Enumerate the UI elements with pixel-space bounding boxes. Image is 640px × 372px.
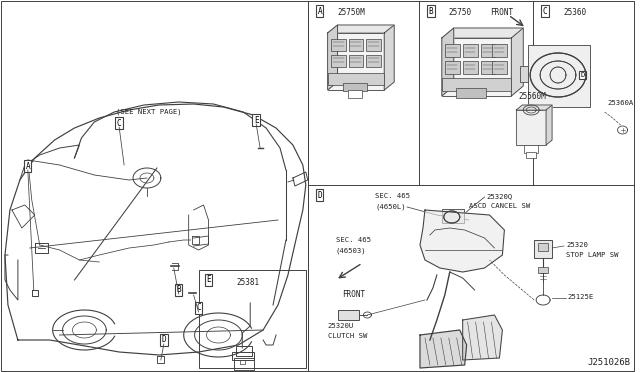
Polygon shape (328, 25, 337, 90)
Bar (463, 44, 477, 57)
Bar (328, 73, 384, 85)
Bar (331, 39, 346, 51)
Polygon shape (442, 28, 524, 38)
Bar (349, 39, 364, 51)
Bar (445, 61, 460, 74)
Text: C: C (117, 119, 122, 128)
Text: D: D (580, 72, 585, 78)
Bar (1, 1, 308, 371)
Bar (366, 55, 381, 67)
Text: J251026B: J251026B (588, 358, 630, 367)
Text: (46503): (46503) (335, 247, 366, 253)
Text: B: B (429, 6, 433, 16)
Bar (348, 90, 362, 98)
Bar (366, 39, 381, 51)
Bar (538, 243, 548, 251)
Bar (520, 66, 528, 82)
Text: CLUTCH SW: CLUTCH SW (328, 333, 367, 339)
Text: SEC. 465: SEC. 465 (335, 237, 371, 243)
Text: SEC. 465: SEC. 465 (375, 193, 410, 199)
Polygon shape (384, 25, 394, 90)
Text: E: E (206, 276, 211, 285)
Text: C: C (543, 6, 547, 16)
Polygon shape (420, 330, 467, 368)
Text: C: C (196, 304, 201, 312)
Text: 25320: 25320 (566, 242, 588, 248)
Bar (481, 61, 495, 74)
Text: FRONT: FRONT (342, 290, 365, 299)
Polygon shape (516, 110, 546, 145)
Bar (442, 78, 511, 91)
Polygon shape (442, 38, 511, 96)
Text: 25320U: 25320U (328, 323, 354, 329)
Bar (234, 358, 254, 370)
Text: D: D (317, 190, 322, 199)
Bar (492, 61, 508, 74)
Text: E: E (254, 115, 259, 125)
Text: (SEE NEXT PAGE): (SEE NEXT PAGE) (116, 109, 182, 115)
Text: B: B (177, 285, 181, 295)
Bar (198, 270, 306, 368)
Text: 25360A: 25360A (607, 100, 634, 106)
Bar (463, 61, 477, 74)
Bar (528, 45, 590, 107)
Polygon shape (420, 210, 504, 272)
Polygon shape (516, 105, 552, 110)
Bar (337, 310, 360, 320)
Bar (456, 88, 486, 98)
Text: STOP LAMP SW: STOP LAMP SW (566, 252, 618, 258)
Bar (349, 55, 364, 67)
Bar (232, 352, 254, 360)
Text: 25125E: 25125E (568, 294, 594, 300)
Bar (342, 83, 367, 91)
Polygon shape (546, 105, 552, 145)
Bar (331, 55, 346, 67)
Bar (526, 152, 536, 158)
Bar (236, 346, 252, 356)
Text: A: A (26, 161, 30, 170)
Polygon shape (463, 315, 502, 360)
Text: 25381: 25381 (236, 278, 259, 287)
Bar (538, 267, 548, 273)
Text: A: A (317, 6, 322, 16)
Text: (4650L): (4650L) (375, 203, 406, 209)
Text: 25320Q: 25320Q (486, 193, 513, 199)
Text: 25560M: 25560M (518, 92, 546, 101)
Text: ASCD CANCEL SW: ASCD CANCEL SW (468, 203, 530, 209)
Polygon shape (328, 25, 394, 33)
Text: FRONT: FRONT (490, 8, 514, 17)
Bar (492, 44, 508, 57)
Bar (524, 145, 538, 153)
Bar (442, 209, 463, 223)
Bar (445, 44, 460, 57)
Bar (308, 1, 634, 371)
Polygon shape (511, 28, 524, 96)
Text: D: D (161, 336, 166, 344)
Bar (534, 240, 552, 258)
Bar (481, 44, 495, 57)
Polygon shape (328, 33, 384, 90)
Text: 25750M: 25750M (337, 8, 365, 17)
Text: 25750: 25750 (449, 8, 472, 17)
Text: 25360: 25360 (563, 8, 586, 17)
Polygon shape (442, 28, 454, 96)
